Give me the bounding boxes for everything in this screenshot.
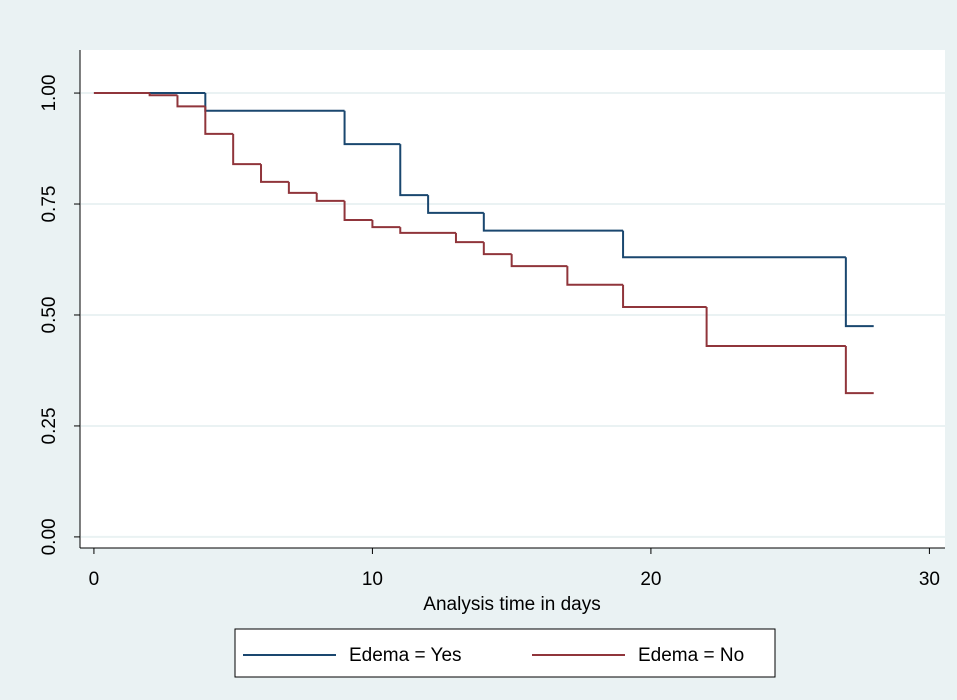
step-segment (844, 346, 874, 395)
step-segment (427, 195, 484, 214)
step-segment (343, 200, 373, 221)
step-segment (315, 192, 345, 202)
step-segment (148, 93, 178, 97)
x-tick-label: 0 (89, 569, 100, 590)
y-tick-label: 0.75 (39, 186, 60, 223)
step-segment (176, 95, 206, 108)
step-segment (204, 106, 234, 135)
plot-area (80, 50, 945, 548)
step-segment (705, 306, 846, 348)
legend-label: Edema = Yes (349, 645, 462, 666)
y-tick-label: 0.50 (39, 296, 60, 333)
legend-label: Edema = No (638, 645, 744, 666)
step-segment (622, 284, 707, 308)
step-segment (454, 232, 484, 244)
step-segment (622, 230, 846, 259)
step-segment (482, 212, 624, 232)
step-segment (399, 227, 456, 234)
step-segment (371, 219, 401, 229)
step-segment (482, 242, 512, 256)
y-tick-label: 0.25 (39, 407, 60, 444)
x-tick-label: 30 (919, 569, 940, 590)
step-segment (287, 181, 317, 194)
step-segment (343, 110, 401, 146)
legend (234, 628, 776, 678)
step-segment (232, 133, 262, 166)
step-segment (399, 144, 429, 197)
step-segment (844, 257, 874, 328)
step-segment (566, 266, 624, 286)
y-tick-label: 0.00 (39, 518, 60, 555)
step-segment (510, 254, 568, 268)
x-tick-label: 10 (362, 569, 383, 590)
y-tick-label: 1.00 (39, 75, 60, 112)
step-segment (260, 164, 289, 183)
x-axis-title: Analysis time in days (423, 594, 600, 615)
x-tick-label: 20 (640, 569, 661, 590)
